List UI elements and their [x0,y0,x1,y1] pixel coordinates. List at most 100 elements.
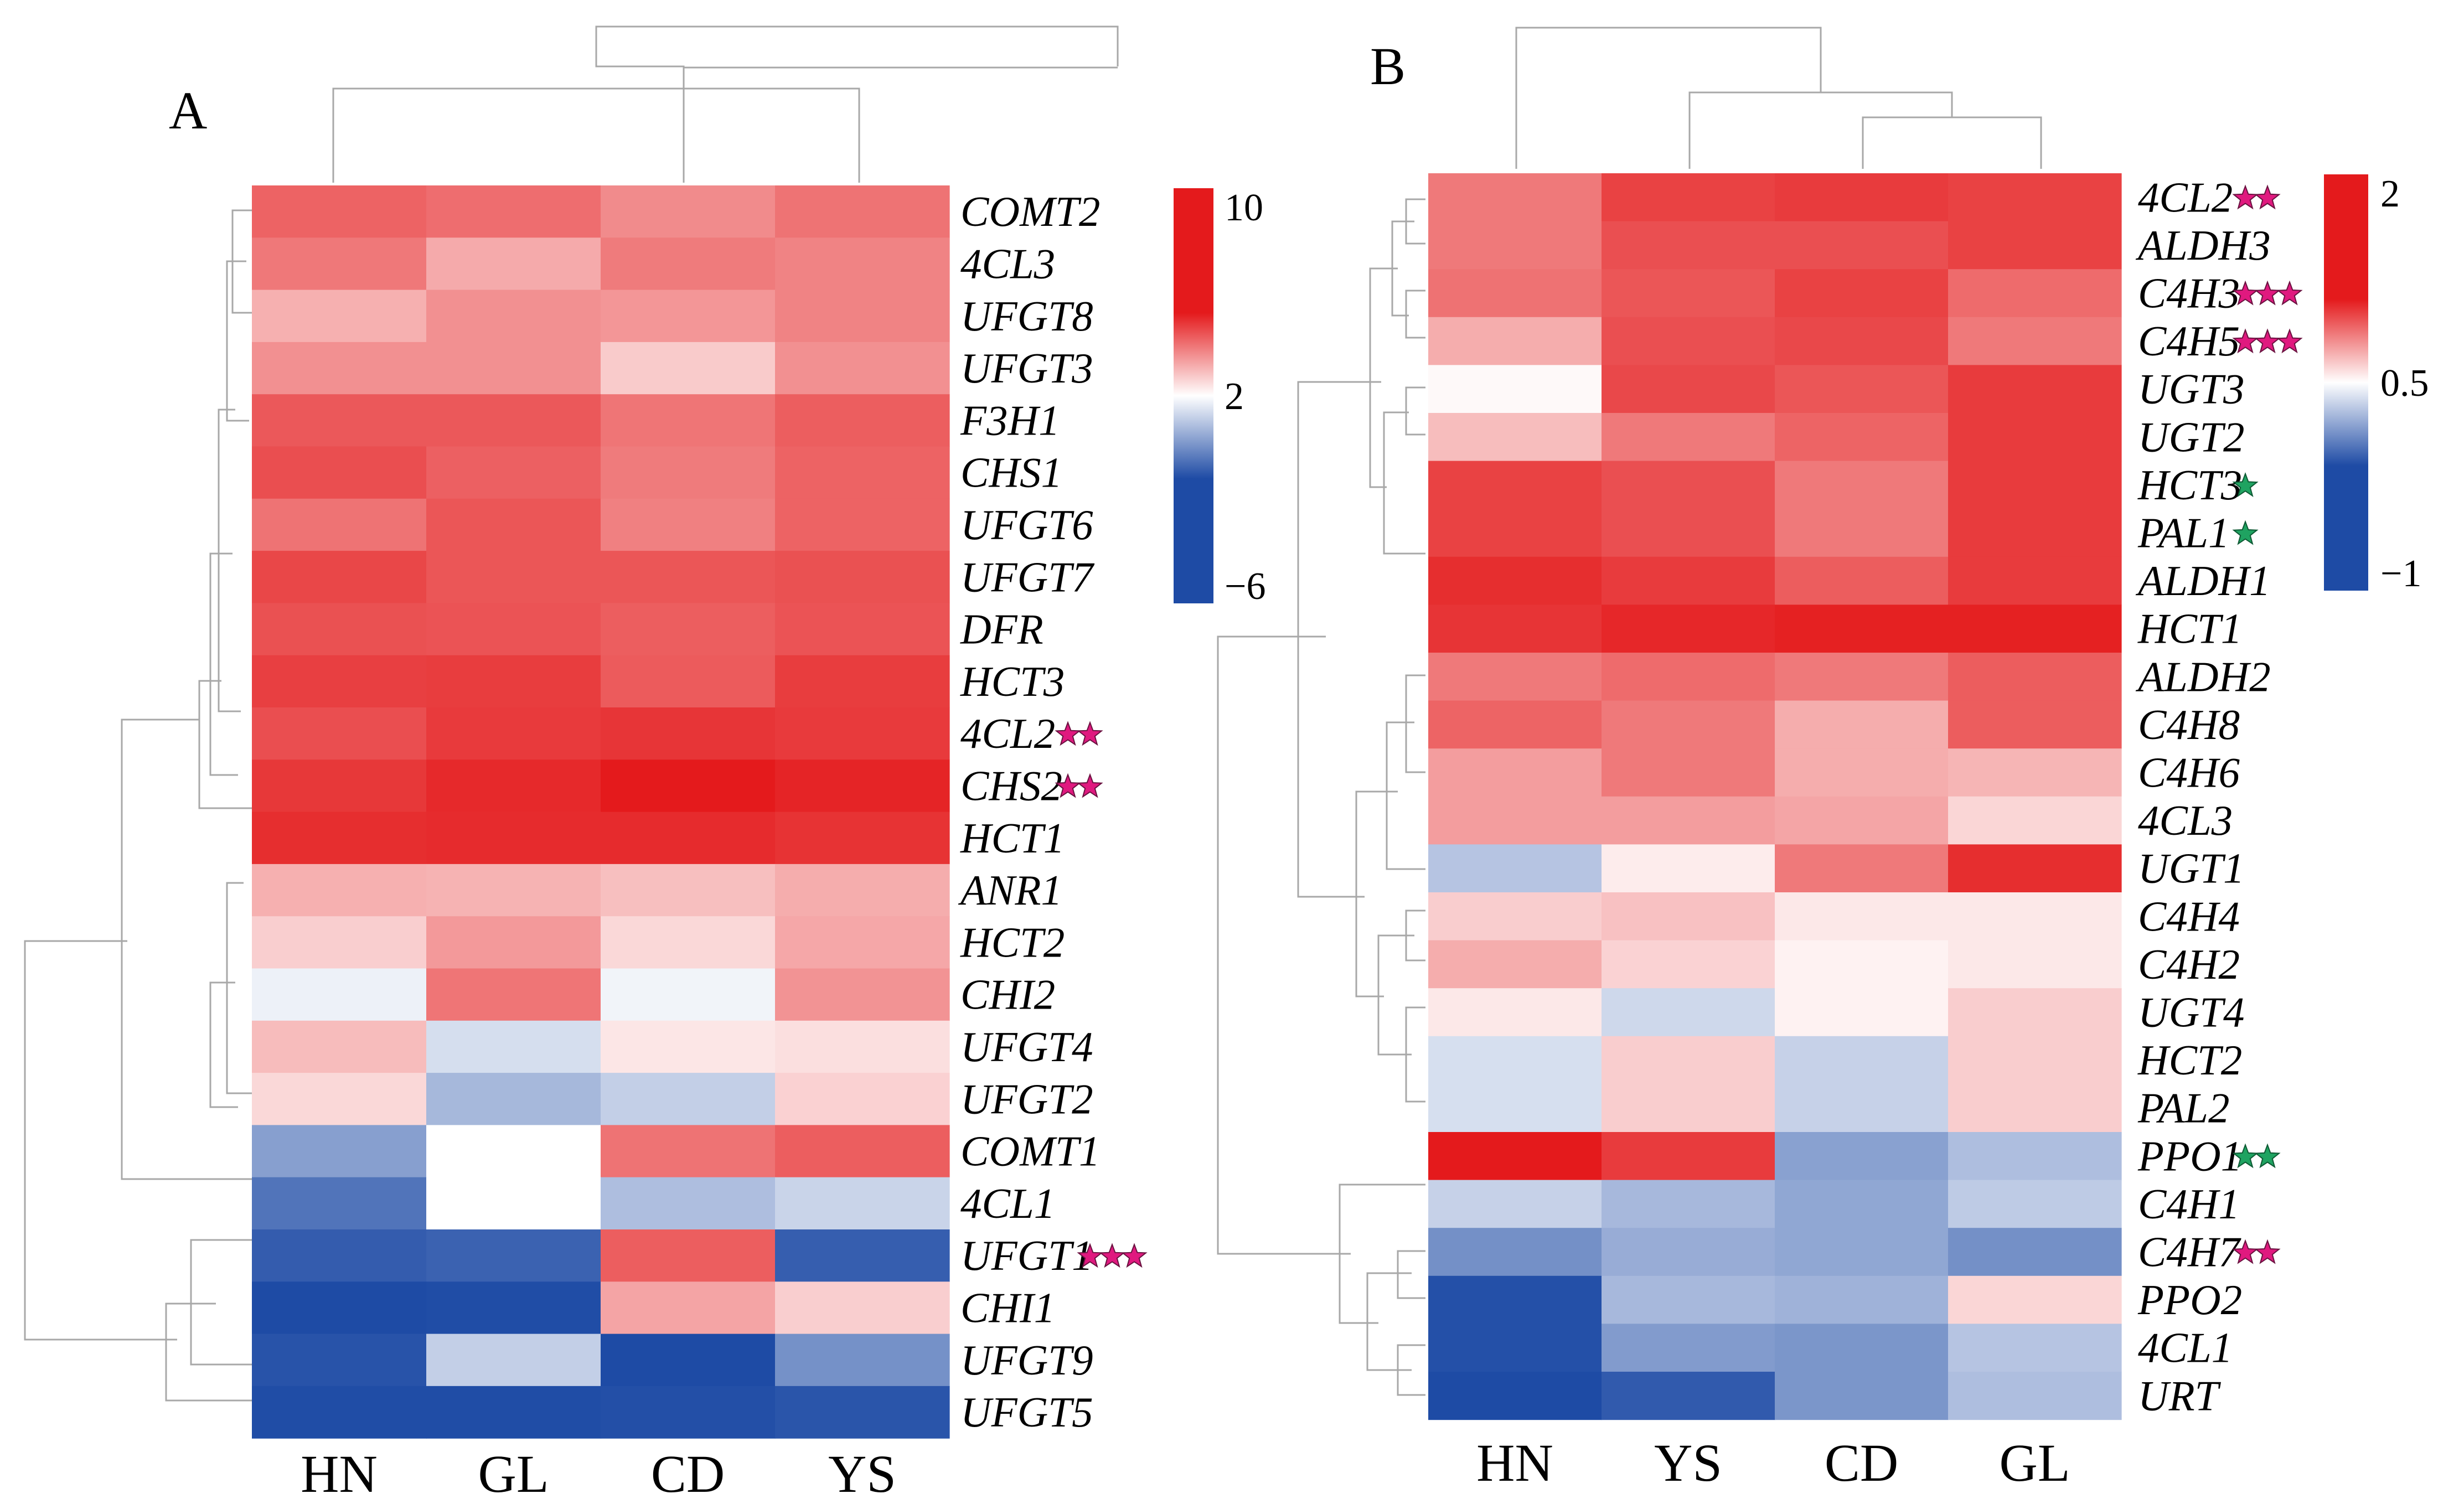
heatmap-cell-b-urt-hn [1428,1372,1602,1420]
heatmap-cell-a-chi2-hn [252,968,427,1021]
heatmap-cell-b-c4h8-gl [1948,700,2122,749]
heatmap-cell-a-ufgt7-gl [426,551,601,603]
heatmap-cell-a-hct3-gl [426,655,601,708]
heatmap-cell-b-ugt1-cd [1775,844,1949,893]
panel-a-label: A [169,81,207,140]
heatmap-cell-a-hct1-hn [252,812,427,865]
heatmap-cell-b-pal1-hn [1428,509,1602,557]
gene-label-b-c4h7: C4H7 [2138,1228,2241,1276]
heatmap-cell-b-4cl2-gl [1948,173,2122,222]
heatmap-cell-b-c4h6-ys [1602,748,1775,797]
gene-label-b-c4h4: C4H4 [2138,892,2240,940]
heatmap-cell-a-ufgt2-gl [426,1073,601,1125]
heatmap-cell-a-chi2-cd [601,968,776,1021]
heatmap-cell-b-ppo1-ys [1602,1132,1775,1181]
significance-star-b-c4h3-1 [2232,280,2259,306]
heatmap-cell-b-aldh3-gl [1948,221,2122,270]
significance-star-b-c4h5-2 [2254,328,2281,354]
heatmap-cell-a-4cl1-ys [775,1177,950,1230]
heatmap-cell-b-urt-cd [1775,1372,1949,1420]
heatmap-cell-a-ufgt8-hn [252,290,427,343]
heatmap-cell-a-hct3-hn [252,655,427,708]
significance-star-b-ppo1-1 [2232,1143,2259,1169]
heatmap-cell-a-chi1-cd [601,1281,776,1335]
heatmap-cell-b-c4h5-cd [1775,317,1949,365]
heatmap-cell-b-c4h3-hn [1428,269,1602,318]
gene-label-a-4cl3: 4CL3 [960,240,1055,287]
heatmap-cell-b-hct2-ys [1602,1036,1775,1084]
gene-label-a-dfr: DFR [960,606,1044,653]
heatmap-cell-a-f3h1-gl [426,394,601,447]
heatmap-cell-a-chi1-ys [775,1281,950,1335]
gene-label-b-c4h2: C4H2 [2138,940,2240,988]
gene-label-b-aldh2: ALDH2 [2135,653,2271,700]
heatmap-cell-b-pal2-ys [1602,1084,1775,1133]
heatmap-cell-a-4cl2-ys [775,707,950,760]
gene-label-a-chi1: CHI1 [960,1284,1055,1332]
heatmap-cell-a-ufgt5-ys [775,1386,950,1439]
heatmap-cell-b-ugt3-gl [1948,365,2122,414]
heatmap-cell-a-chi1-gl [426,1281,601,1335]
heatmap-cell-b-hct1-gl [1948,604,2122,653]
heatmap-cell-a-4cl2-gl [426,707,601,760]
gene-label-b-hct2: HCT2 [2137,1036,2242,1084]
heatmap-cell-b-ugt2-ys [1602,413,1775,462]
heatmap-cell-a-f3h1-hn [252,394,427,447]
heatmap-cell-a-chs2-cd [601,759,776,813]
gene-label-a-ufgt5: UFGT5 [960,1388,1093,1436]
heatmap-cell-b-c4h1-hn [1428,1180,1602,1228]
gene-label-b-c4h8: C4H8 [2138,701,2240,748]
heatmap-cell-b-4cl1-ys [1602,1324,1775,1372]
heatmap-cell-b-c4h7-cd [1775,1228,1949,1276]
heatmap-cell-a-ufgt6-cd [601,498,776,551]
heatmap-cell-b-urt-ys [1602,1372,1775,1420]
heatmap-cell-b-ugt2-cd [1775,413,1949,462]
heatmap-cell-b-4cl1-gl [1948,1324,2122,1372]
panel-a-heatmap-cells [252,185,950,1439]
heatmap-cell-a-hct2-gl [426,916,601,969]
heatmap-cell-a-hct1-ys [775,812,950,865]
gene-label-a-hct1: HCT1 [960,814,1065,862]
heatmap-cell-b-ugt1-ys [1602,844,1775,893]
heatmap-cell-a-ufgt6-ys [775,498,950,551]
heatmap-cell-b-c4h6-cd [1775,748,1949,797]
heatmap-cell-b-ugt4-ys [1602,988,1775,1037]
heatmap-cell-a-f3h1-cd [601,394,776,447]
gene-label-a-chs2: CHS2 [960,762,1062,810]
heatmap-cell-b-c4h2-ys [1602,940,1775,989]
heatmap-cell-a-f3h1-ys [775,394,950,447]
heatmap-cell-b-ugt4-cd [1775,988,1949,1037]
heatmap-cell-a-ufgt3-cd [601,342,776,395]
panel-a-colorbar-ticks: 10 2 −6 [1225,187,1265,608]
gene-label-b-ugt1: UGT1 [2138,845,2245,892]
gene-label-b-4cl2: 4CL2 [2138,173,2233,221]
significance-star-b-c4h5-1 [2232,328,2259,354]
heatmap-cell-a-hct1-gl [426,812,601,865]
column-label-b-cd: CD [1825,1433,1898,1492]
heatmap-cell-a-anr1-gl [426,864,601,917]
heatmap-cell-b-ugt1-hn [1428,844,1602,893]
heatmap-cell-b-c4h8-cd [1775,700,1949,749]
panel-a-colorbar: 10 2 −6 [1174,187,1265,608]
panel-b-colorbar-gradient [2324,174,2368,591]
heatmap-cell-b-c4h3-gl [1948,269,2122,318]
heatmap-cell-b-c4h8-hn [1428,700,1602,749]
heatmap-cell-b-ugt2-hn [1428,413,1602,462]
heatmap-cell-b-ppo1-cd [1775,1132,1949,1181]
colorbar-tick-b-2: −1 [2380,552,2421,595]
gene-label-a-ufgt8: UFGT8 [960,292,1093,340]
gene-label-b-pal2: PAL2 [2137,1084,2229,1132]
heatmap-cell-a-ufgt3-ys [775,342,950,395]
gene-label-b-4cl3: 4CL3 [2138,797,2233,844]
gene-label-a-f3h1: F3H1 [960,396,1060,444]
panel-a-colorbar-gradient [1174,188,1213,603]
heatmap-cell-a-4cl1-hn [252,1177,427,1230]
colorbar-tick-b-0: 2 [2380,173,2400,215]
gene-label-a-ufgt7: UFGT7 [960,553,1095,601]
significance-star-a-4cl2-2 [1077,721,1103,746]
heatmap-cell-a-dfr-ys [775,603,950,656]
heatmap-cell-b-hct2-hn [1428,1036,1602,1084]
heatmap-cell-a-4cl3-cd [601,237,776,291]
heatmap-cell-a-ufgt7-cd [601,551,776,603]
